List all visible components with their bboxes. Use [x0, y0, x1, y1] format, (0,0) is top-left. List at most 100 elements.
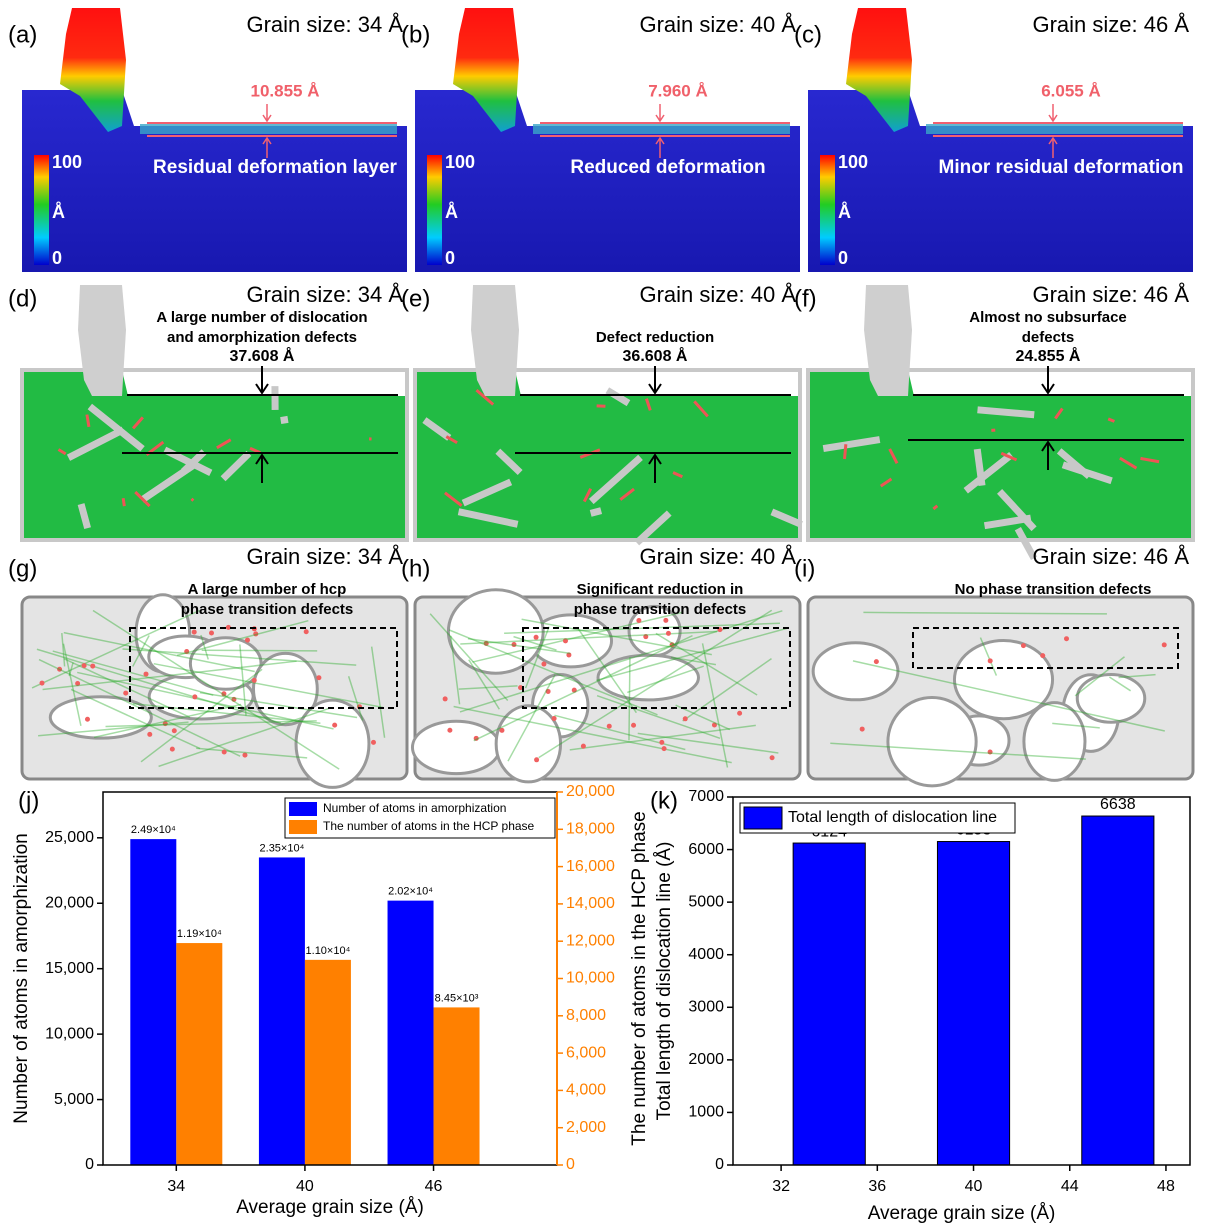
hcp-atom: [663, 617, 669, 623]
dislocation: [201, 649, 318, 652]
highlight-box: [522, 627, 791, 709]
grain-size: Grain size: 34 Å: [246, 12, 403, 37]
y-tick-label: 4000: [688, 946, 724, 963]
grain-void: [410, 719, 502, 776]
grain-boundary: [589, 507, 603, 517]
plot-frame: [732, 796, 1191, 1166]
grain-size: Grain size: 46 Å: [1032, 544, 1189, 569]
hcp-atom: [123, 690, 129, 696]
dislocation: [63, 631, 255, 673]
hcp-atom: [682, 716, 688, 722]
defect: [85, 414, 91, 428]
panel-label: (a): [8, 21, 37, 48]
colorbar-label: 100: [445, 152, 475, 172]
x-tick-label: 32: [772, 1178, 790, 1195]
defect: [475, 388, 495, 406]
y-tick-label: 25,000: [45, 829, 94, 846]
caption: Residual deformation layer: [153, 157, 398, 178]
tool: [864, 285, 912, 396]
colorbar-label: 100: [838, 152, 868, 172]
hcp-atom: [1161, 642, 1167, 648]
value-label: 1.19×10⁴: [177, 928, 222, 940]
colorbar-label: 0: [445, 248, 455, 268]
grain-boundary: [461, 478, 513, 507]
bar: [792, 842, 866, 1166]
dislocation: [200, 634, 209, 660]
dislocation: [460, 630, 718, 645]
highlight-box: [912, 627, 1179, 669]
dislocation: [830, 742, 1086, 760]
legend-swatch: [289, 802, 317, 816]
defect: [216, 438, 232, 450]
grain-void: [886, 695, 978, 788]
legend-box: [284, 797, 556, 839]
measurement: 6.055 Å: [1041, 81, 1101, 100]
grain-boundary: [822, 436, 881, 453]
y-tick-label: 6000: [688, 841, 724, 858]
value-label: 2.02×10⁴: [388, 886, 433, 898]
hcp-atom: [184, 648, 190, 654]
dislocation: [1074, 656, 1125, 697]
annotation: A large number of dislocation: [156, 309, 367, 326]
defect: [879, 477, 893, 488]
hcp-atom: [473, 735, 479, 741]
x-tick-label: 34: [167, 1178, 185, 1195]
value-label: 2.35×10⁴: [260, 842, 305, 854]
grain-boundary: [77, 503, 91, 530]
hcp-atom: [57, 666, 63, 672]
dislocation: [239, 644, 247, 716]
hcp-atom: [483, 640, 489, 646]
hcp-atom: [534, 757, 540, 763]
arrow: [1041, 366, 1055, 470]
defect: [444, 491, 463, 507]
panel-label: (c): [794, 21, 822, 48]
hcp-atom: [631, 722, 637, 728]
panel-label: (i): [794, 555, 815, 582]
defect: [190, 497, 195, 502]
value-label: 6638: [1100, 796, 1136, 813]
tool: [60, 8, 126, 132]
tool: [453, 8, 519, 132]
hcp-atom: [499, 727, 505, 733]
grain-boundary: [605, 387, 631, 407]
y-tick-label: 2000: [688, 1051, 724, 1068]
defect: [644, 398, 652, 411]
dislocation: [42, 660, 297, 691]
grain-boundary: [180, 449, 207, 475]
grain-void: [952, 639, 1055, 721]
dislocation: [1118, 673, 1156, 679]
annotation: Significant reduction in: [577, 581, 744, 598]
grain-size: Grain size: 46 Å: [1032, 12, 1189, 37]
hcp-atom: [873, 659, 879, 665]
y2-tick-label: 0: [566, 1156, 575, 1173]
dislocation: [38, 721, 189, 737]
defect: [131, 416, 144, 430]
dislocation: [670, 656, 717, 666]
hcp-atom: [221, 749, 227, 755]
bar: [176, 943, 223, 1165]
hcp-atom: [253, 631, 259, 637]
defect: [932, 504, 939, 511]
measurement: 7.960 Å: [648, 81, 708, 100]
grain-void: [494, 704, 563, 784]
y2-tick-label: 8,000: [566, 1007, 606, 1024]
grain-size: Grain size: 40 Å: [639, 282, 796, 307]
y2-tick-label: 4,000: [566, 1082, 606, 1099]
dislocation: [637, 732, 779, 754]
hcp-atom: [533, 634, 539, 640]
hcp-atom: [636, 617, 642, 623]
legend-swatch: [743, 806, 783, 830]
dislocation: [105, 720, 317, 728]
hcp-atom: [643, 634, 649, 640]
grain-void: [188, 636, 263, 691]
arrow: [1048, 104, 1058, 158]
workpiece: [808, 370, 1193, 540]
grain-boundary: [963, 452, 1014, 494]
hcp-atom: [162, 721, 168, 727]
deformation-layer: [533, 124, 790, 134]
dislocation: [863, 611, 1107, 615]
dislocation: [62, 643, 82, 726]
dislocation: [513, 635, 557, 651]
dislocation: [77, 671, 334, 730]
